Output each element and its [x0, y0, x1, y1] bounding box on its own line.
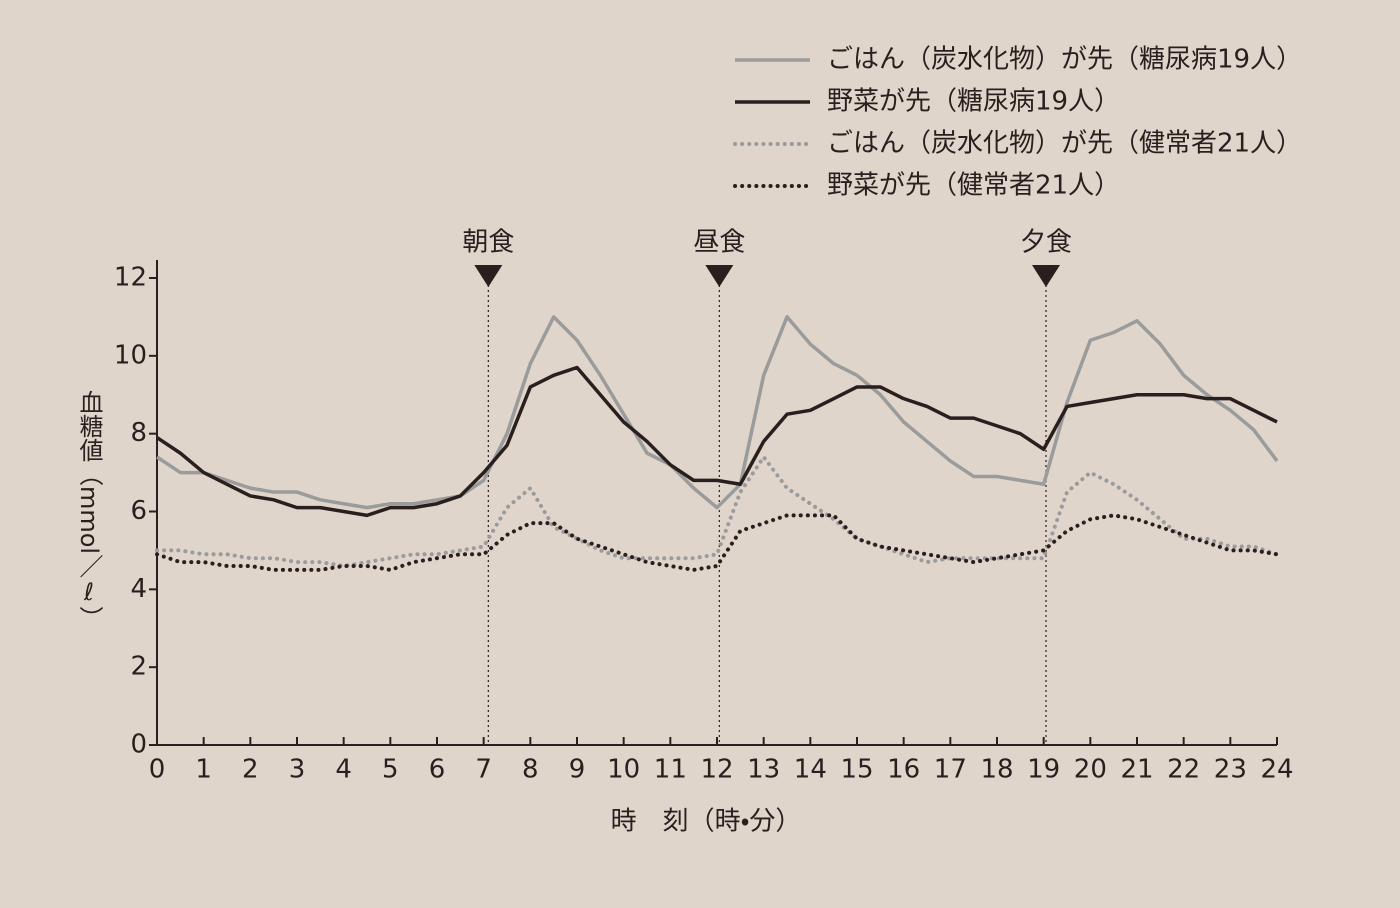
x-tick-label: 5: [382, 755, 399, 785]
x-tick-label: 14: [794, 755, 827, 785]
meal-label: 夕食: [1020, 228, 1072, 258]
x-tick-label: 6: [429, 755, 446, 785]
x-tick-label: 21: [1120, 755, 1153, 785]
x-tick-label: 19: [1027, 755, 1060, 785]
x-tick-label: 9: [569, 755, 586, 785]
x-tick-label: 3: [289, 755, 306, 785]
x-tick-label: 0: [149, 755, 166, 785]
y-tick-label: 8: [130, 418, 147, 448]
y-tick-label: 12: [114, 263, 147, 293]
x-tick-label: 13: [747, 755, 780, 785]
meal-label: 朝食: [462, 228, 514, 258]
meal-marker: [705, 265, 734, 287]
legend-label: 野菜が先（健常者21人）: [827, 171, 1120, 201]
legend-label: 野菜が先（糖尿病19人）: [827, 87, 1120, 117]
x-tick-label: 17: [934, 755, 967, 785]
meal-marker: [1032, 265, 1060, 287]
x-tick-label: 10: [607, 755, 640, 785]
y-tick-label: 0: [130, 730, 147, 760]
legend-label: ごはん（炭水化物）が先（健常者21人）: [827, 129, 1302, 159]
series-line: [156, 365, 1278, 518]
y-tick-label: 2: [130, 652, 147, 682]
x-tick-label: 11: [654, 755, 687, 785]
x-tick-label: 7: [475, 755, 492, 785]
x-tick-label: 23: [1214, 755, 1247, 785]
x-tick-label: 1: [195, 755, 212, 785]
x-tick-label: 20: [1074, 755, 1107, 785]
x-tick-label: 15: [840, 755, 873, 785]
y-tick-label: 10: [114, 340, 147, 370]
meal-label: 昼食: [693, 228, 745, 258]
series-line: [156, 315, 1279, 510]
y-tick-label: 6: [130, 496, 147, 526]
meal-marker: [474, 265, 503, 287]
x-tick-label: 16: [887, 755, 920, 785]
x-tick-label: 24: [1260, 755, 1293, 785]
x-tick-label: 22: [1167, 755, 1200, 785]
x-tick-label: 2: [242, 755, 259, 785]
x-tick-label: 4: [335, 755, 352, 785]
y-tick-label: 4: [130, 574, 147, 604]
x-tick-label: 18: [980, 755, 1013, 785]
y-axis-label: 血糖値（mmol／ℓ）: [75, 390, 103, 630]
series-line: [155, 513, 1279, 572]
x-tick-label: 12: [700, 755, 733, 785]
x-axis-label: 時 刻（時・分）: [611, 807, 802, 837]
legend-label: ごはん（炭水化物）が先（糖尿病19人）: [827, 45, 1302, 75]
x-tick-label: 8: [522, 755, 539, 785]
